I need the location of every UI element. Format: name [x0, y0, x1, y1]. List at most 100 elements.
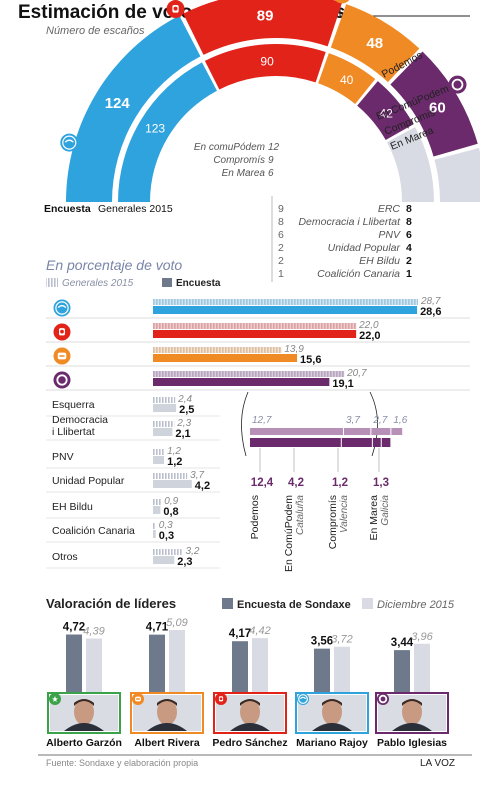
leader-portrait-body-2 — [230, 723, 270, 731]
table-name-0: ERC — [378, 203, 401, 215]
breakdown-generales-txt-2: 2,7 — [372, 415, 387, 426]
breakdown-encuesta-txt-0: 12,4 — [251, 477, 274, 489]
percent-value-encuesta-4: 2,5 — [179, 404, 194, 416]
percent-value-encuesta-7: 4,2 — [195, 480, 210, 492]
percent-bar-generales-9 — [153, 523, 156, 529]
podemos-logo-icon-ring — [56, 374, 68, 386]
encuesta-arc-psoe — [183, 0, 343, 55]
pp-logo-icon — [53, 299, 71, 317]
table-e-2: 6 — [406, 229, 412, 241]
leader-portrait-body-4 — [392, 723, 432, 731]
inner-label-2: En Marea — [222, 168, 266, 179]
leader-1: 4,715,09 Albert Rivera — [130, 617, 204, 749]
leader-portrait-face-1 — [157, 699, 177, 725]
breakdown-region-2: Valencia — [339, 495, 350, 533]
leader-name-1: Albert Rivera — [134, 737, 200, 749]
breakdown-generales-txt-3: 1,6 — [393, 415, 407, 426]
percent-value-encuesta-5: 2,1 — [175, 428, 190, 440]
inner-label-1: Compromís — [213, 155, 265, 166]
percent-row-3: 20,719,1 — [46, 368, 470, 391]
table-g-4: 2 — [278, 255, 284, 267]
footer-source: Fuente: Sondaxe y elaboración propia — [46, 758, 198, 768]
pp-logo-icon-ring — [55, 301, 69, 315]
encuesta-arc-cs — [330, 4, 420, 83]
leader-portrait-face-0 — [74, 699, 94, 725]
breakdown-name-1: En ComúPodem — [283, 495, 295, 572]
percent-bar-encuesta-10 — [153, 556, 175, 564]
percent-value-generales-9: 0,3 — [159, 520, 173, 531]
percent-row-9: Coalición Canaria 0,30,3 — [46, 520, 220, 543]
leader-bar-encuesta-3 — [314, 648, 330, 692]
breakdown-generales-bar-3 — [391, 428, 403, 435]
encuesta-arc-label-podemos: 60 — [429, 100, 446, 117]
leader-portrait-body-0 — [64, 723, 104, 731]
pp-logo-icon-gull — [64, 139, 74, 143]
leader-name-2: Pedro Sánchez — [212, 737, 287, 749]
breakdown-encuesta-txt-3: 1,3 — [373, 477, 389, 489]
psoe-logo-icon-rose-dot — [219, 697, 223, 701]
podemos-logo-icon — [448, 75, 467, 94]
podemos-sub-3: 3 — [356, 143, 362, 154]
leader-value-diciembre-4: 3,96 — [411, 631, 433, 643]
generales-arc-podemos — [357, 81, 414, 140]
table-name-3: Unidad Popular — [328, 242, 401, 254]
encuesta-arc-pp — [66, 15, 201, 203]
breakdown-generales-txt-0: 12,7 — [252, 415, 272, 426]
cs-logo-icon — [53, 347, 71, 365]
leader-value-diciembre-2: 4,42 — [249, 625, 270, 637]
percent-value-encuesta-6: 1,2 — [167, 456, 182, 468]
legend-generales-swatch — [46, 278, 58, 287]
breakdown-encuesta-bar-0 — [250, 438, 341, 447]
breakdown-generales-txt-1: 3,7 — [346, 415, 360, 426]
leaders-title: Valoración de líderes — [46, 596, 176, 611]
percent-bar-encuesta-7 — [153, 480, 192, 488]
leader-bar-encuesta-1 — [149, 634, 165, 692]
percent-title: En porcentaje de voto — [46, 257, 182, 273]
percent-label-6-0: PNV — [52, 451, 74, 463]
podemos-sub-6: 6 — [350, 152, 356, 163]
percent-bar-encuesta-1 — [153, 330, 357, 338]
iu-logo-icon — [49, 693, 61, 705]
leaders-bar-chart: Valoración de líderes Encuesta de Sondaxe… — [46, 596, 455, 749]
leader-portrait-hair-1 — [157, 699, 177, 706]
encuesta-arc-others — [434, 147, 480, 202]
leader-bar-encuesta-4 — [394, 650, 410, 692]
pp-logo-icon — [60, 133, 79, 152]
percent-value-generales-6: 1,2 — [167, 446, 181, 457]
leader-name-4: Pablo Iglesias — [377, 737, 447, 749]
leader-bar-diciembre-0 — [86, 638, 102, 692]
breakdown-encuesta-bar-2 — [372, 438, 381, 447]
percent-value-encuesta-10: 2,3 — [177, 556, 192, 568]
psoe-logo-icon-rose-dot — [60, 329, 64, 334]
leader-bar-diciembre-2 — [252, 638, 268, 692]
leader-value-diciembre-3: 3,72 — [331, 634, 352, 646]
leader-portrait-body-3 — [312, 723, 352, 731]
podemos-logo-icon — [53, 371, 71, 389]
podemos-logo-icon — [377, 693, 389, 705]
psoe-logo-icon-rose-dot — [173, 6, 178, 11]
percent-value-generales-5: 2,3 — [176, 418, 191, 429]
breakdown-generales-bar-1 — [344, 428, 371, 435]
breakdown-name-2: Compromís — [327, 495, 339, 549]
cs-logo-icon — [335, 0, 350, 4]
leader-portrait-face-3 — [322, 699, 342, 725]
inner-value-2: 6 — [268, 168, 274, 179]
table-e-1: 8 — [406, 216, 412, 228]
encuesta-arc-label-psoe: 89 — [257, 7, 274, 24]
podemos-logo-icon-ring — [451, 78, 464, 91]
percent-row-10: Otros 3,22,3 — [46, 546, 220, 569]
podemos-sub-12: 12 — [344, 134, 356, 146]
breakdown-encuesta-bar-3 — [381, 438, 391, 447]
leader-4: 3,443,96 Pablo Iglesias — [375, 631, 449, 749]
breakdown-name-0: Podemos — [249, 495, 261, 539]
legend-generales: Generales 2015 — [98, 203, 173, 215]
breakdown-name-3: En Marea — [368, 495, 380, 541]
leader-value-encuesta-1: 4,71 — [146, 622, 169, 634]
percent-row-2: 13,915,6 — [46, 344, 470, 367]
percent-value-generales-1: 22,0 — [358, 320, 379, 331]
percent-value-generales-8: 0,9 — [164, 496, 178, 507]
percent-bar-encuesta-0 — [153, 306, 418, 314]
percent-row-0: 28,728,6 — [46, 296, 470, 319]
